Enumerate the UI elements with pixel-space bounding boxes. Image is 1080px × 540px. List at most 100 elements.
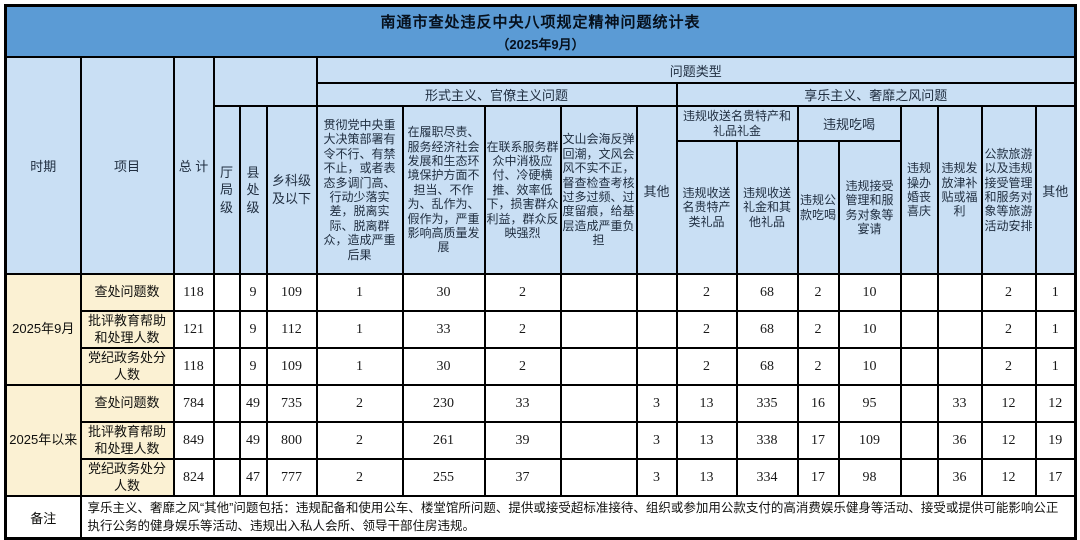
data-cell: 9	[238, 310, 268, 349]
data-cell: 12	[980, 384, 1037, 423]
table-title: 南通市查处违反中央八项规定精神问题统计表 （2025年9月）	[4, 4, 1077, 58]
data-cell	[212, 421, 241, 460]
data-cell: 47	[238, 458, 268, 497]
data-cell: 334	[735, 458, 799, 497]
data-cell: 3	[635, 384, 678, 423]
header-row-subgroups: 厅局级 县处级 乡科级及以下 贯彻党中央重大决策部署有令不行、有禁不止，或者表态…	[6, 105, 1077, 275]
table-row: 党纪政务处分人数 824 47 777 2 255 37 3 13 334 17…	[6, 458, 1077, 497]
data-cell: 2	[980, 347, 1037, 386]
data-cell: 17	[796, 458, 840, 497]
data-cell: 13	[675, 421, 738, 460]
data-cell: 33	[401, 310, 486, 349]
data-cell: 98	[837, 458, 902, 497]
data-cell: 849	[172, 421, 215, 460]
header-row-groups: 形式主义、官僚主义问题 享乐主义、奢靡之风问题	[6, 82, 1077, 107]
data-cell: 13	[675, 458, 738, 497]
data-cell	[936, 273, 983, 312]
data-cell: 109	[265, 347, 318, 386]
data-cell: 36	[936, 458, 983, 497]
col-header-period: 时期	[4, 56, 82, 275]
data-cell	[635, 273, 678, 312]
data-cell: 33	[936, 384, 983, 423]
data-cell: 2	[483, 310, 562, 349]
data-cell: 10	[837, 347, 902, 386]
col-header-h4: 违规接受管理和服务对象等宴请	[837, 140, 902, 275]
data-cell	[936, 310, 983, 349]
data-cell: 16	[796, 384, 840, 423]
data-cell: 30	[401, 347, 486, 386]
col-header-total: 总 计	[172, 56, 215, 275]
data-cell: 2	[675, 273, 738, 312]
item-cell: 查处问题数	[79, 273, 175, 312]
data-cell: 2	[483, 273, 562, 312]
data-cell	[899, 273, 939, 312]
data-cell: 2	[980, 273, 1037, 312]
title-row: 南通市查处违反中央八项规定精神问题统计表 （2025年9月）	[4, 4, 1077, 58]
subgroup-header-eating: 违规吃喝	[796, 105, 902, 142]
group-header-formalism: 形式主义、官僚主义问题	[315, 82, 678, 107]
col-header-f2: 在履职尽责、服务经济社会发展和生态环境保护方面不担当、不作为、乱作为、假作为，严…	[401, 105, 486, 275]
data-cell: 37	[483, 458, 562, 497]
col-header-h2: 违规收送礼金和其他礼品	[735, 140, 799, 275]
data-cell: 784	[172, 384, 215, 423]
col-header-h-other: 其他	[1034, 105, 1077, 275]
subgroup-header-gifts: 违规收送名贵特产和礼品礼金	[675, 105, 799, 142]
data-cell	[899, 458, 939, 497]
data-cell	[559, 273, 638, 312]
item-cell: 查处问题数	[79, 384, 175, 423]
data-cell	[559, 384, 638, 423]
data-cell	[899, 310, 939, 349]
data-cell: 19	[1034, 421, 1077, 460]
data-cell	[559, 458, 638, 497]
period-cell: 2025年以来	[4, 384, 82, 497]
data-cell: 68	[735, 273, 799, 312]
col-header-f-other: 其他	[635, 105, 678, 275]
col-header-h3: 违规公款吃喝	[796, 140, 840, 275]
data-cell: 3	[635, 421, 678, 460]
data-cell: 777	[265, 458, 318, 497]
period-cell: 2025年9月	[4, 273, 82, 386]
data-cell: 33	[483, 384, 562, 423]
col-header-level-xiang: 乡科级及以下	[265, 105, 318, 275]
data-cell: 2	[675, 310, 738, 349]
data-cell: 1	[315, 347, 404, 386]
data-cell: 118	[172, 273, 215, 312]
data-cell: 1	[315, 310, 404, 349]
data-cell: 1	[1034, 310, 1077, 349]
data-cell: 39	[483, 421, 562, 460]
data-cell: 10	[837, 273, 902, 312]
col-header-h1: 违规收送名贵特产类礼品	[675, 140, 738, 275]
header-row-problem-type: 时期 项目 总 计 问题类型	[4, 56, 1077, 275]
col-header-h5: 违规操办婚丧喜庆	[899, 105, 939, 275]
col-header-f4: 文山会海反弹回潮，文风会风不实不正，督查检查考核过多过频、过度留痕，给基层造成严…	[559, 105, 638, 275]
data-cell: 800	[265, 421, 318, 460]
data-cell: 2	[315, 458, 404, 497]
page-title: 南通市查处违反中央八项规定精神问题统计表	[380, 14, 701, 31]
col-header-h7: 公款旅游以及违规接受管理和服务对象等旅游活动安排	[980, 105, 1037, 275]
data-cell	[212, 384, 241, 423]
data-cell: 68	[735, 310, 799, 349]
remarks-row: 备注 享乐主义、奢靡之风“其他”问题包括：违规配备和使用公车、楼堂馆所问题、提供…	[4, 495, 1077, 540]
statistics-table: 南通市查处违反中央八项规定精神问题统计表 （2025年9月） 时期 项目 总 计…	[4, 4, 1078, 540]
data-cell: 2	[980, 310, 1037, 349]
data-cell: 2	[796, 347, 840, 386]
data-cell	[899, 421, 939, 460]
item-cell: 批评教育帮助和处理人数	[79, 310, 175, 349]
data-cell: 12	[980, 458, 1037, 497]
page-subtitle: （2025年9月）	[496, 37, 585, 52]
data-cell: 12	[1034, 384, 1077, 423]
data-cell: 1	[1034, 273, 1077, 312]
data-cell	[212, 310, 241, 349]
data-cell	[212, 347, 241, 386]
data-cell	[212, 273, 241, 312]
data-cell: 112	[265, 310, 318, 349]
data-cell: 1	[1034, 347, 1077, 386]
data-cell: 12	[980, 421, 1037, 460]
data-cell: 36	[936, 421, 983, 460]
col-header-f1: 贯彻党中央重大决策部署有令不行、有禁不止，或者表态多调门高、行动少落实差，脱离实…	[315, 105, 404, 275]
data-cell: 338	[735, 421, 799, 460]
table-row: 2025年9月 查处问题数 118 9 109 1 30 2 2 68 2 10…	[4, 273, 1077, 386]
col-header-item: 项目	[79, 56, 175, 275]
data-cell	[559, 310, 638, 349]
col-header-level-ting: 厅局级	[212, 105, 241, 275]
